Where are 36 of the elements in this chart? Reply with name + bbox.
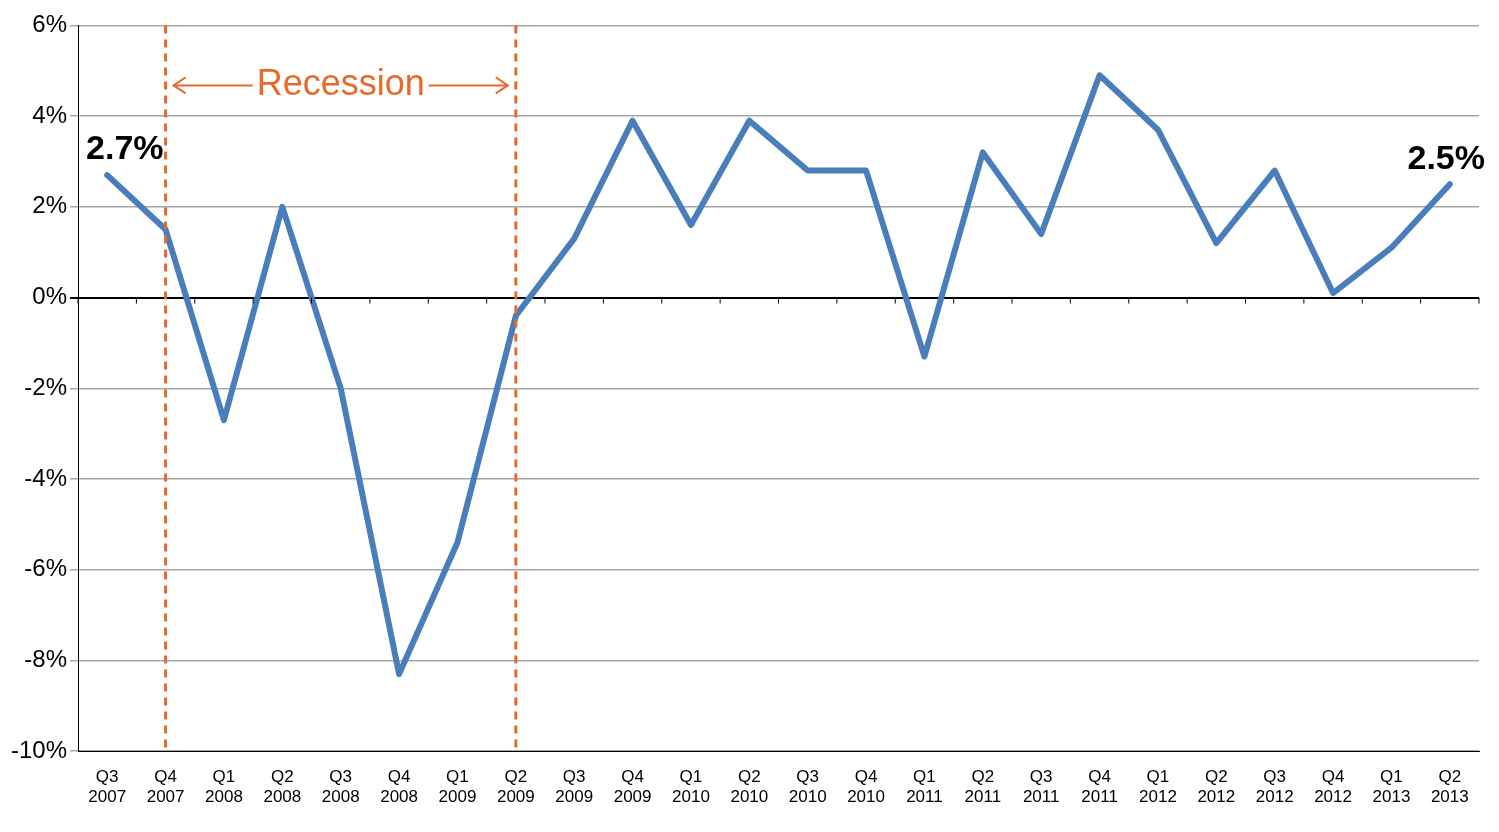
x-tick-label: Q2 2012 [1197, 767, 1236, 807]
y-tick-label: -10% [11, 735, 68, 763]
x-tick-label: Q1 2011 [906, 767, 943, 807]
x-tick-label: Q3 2011 [1022, 767, 1060, 807]
y-tick-label: -8% [24, 645, 68, 673]
x-tick-label: Q1 2009 [438, 767, 477, 807]
x-tick-label: Q4 2009 [613, 767, 652, 807]
x-tick-label: Q2 2010 [730, 767, 769, 807]
x-tick-label: Q3 2007 [88, 767, 127, 807]
x-tick-label: Q2 2009 [496, 767, 535, 807]
x-tick-label: Q2 2011 [964, 767, 1002, 807]
x-tick-label: Q3 2010 [788, 767, 827, 807]
data-label: 2.5% [1407, 137, 1485, 176]
x-tick-label: Q1 2008 [205, 767, 243, 807]
y-tick-label: 0% [32, 282, 68, 310]
y-tick-label: -2% [24, 372, 68, 400]
x-tick-label: Q1 2012 [1139, 767, 1177, 807]
y-tick-label: 4% [32, 100, 68, 128]
x-tick-label: Q1 2010 [672, 767, 710, 807]
x-tick-label: Q3 2012 [1255, 767, 1294, 807]
y-tick-label: -4% [24, 463, 68, 491]
annotation: Recession [256, 62, 425, 104]
x-tick-label: Q4 2010 [847, 767, 885, 807]
x-tick-label: Q3 2008 [321, 767, 360, 807]
x-tick-label: Q4 2012 [1314, 767, 1352, 807]
x-tick-label: Q4 2007 [146, 767, 185, 807]
y-tick-label: 6% [32, 10, 68, 38]
x-tick-label: Q4 2011 [1081, 767, 1118, 807]
y-tick-label: 2% [32, 191, 68, 219]
x-tick-label: Q4 2008 [380, 767, 418, 807]
data-label: 2.7% [86, 128, 164, 167]
x-tick-label: Q2 2008 [263, 767, 302, 807]
x-tick-label: Q2 2013 [1430, 767, 1469, 807]
y-tick-label: -6% [24, 554, 68, 582]
x-tick-label: Q3 2009 [555, 767, 594, 807]
x-tick-label: Q1 2013 [1372, 767, 1411, 807]
